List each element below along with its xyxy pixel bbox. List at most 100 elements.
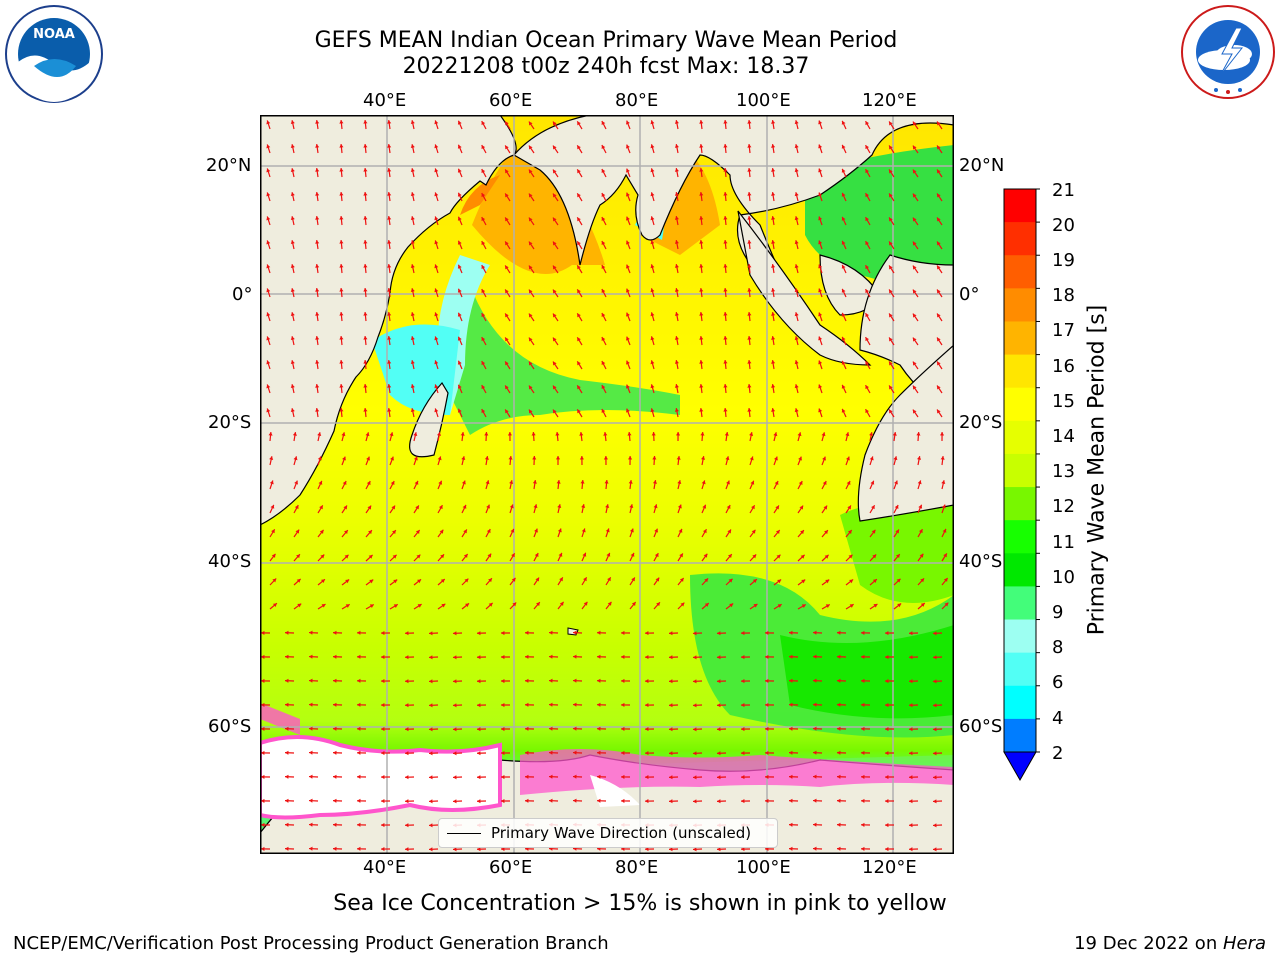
wave-direction-arrowhead xyxy=(799,505,804,510)
wave-direction-arrowhead xyxy=(631,601,636,606)
wave-direction-arrowhead xyxy=(841,192,846,197)
wave-direction-arrowhead xyxy=(434,336,439,341)
wave-direction-arrowhead xyxy=(315,216,320,220)
wave-direction-arrowhead xyxy=(749,456,754,461)
wave-direction-arrowhead xyxy=(912,337,917,342)
wave-direction-arrowhead xyxy=(771,120,776,124)
wave-direction-arrowhead xyxy=(597,702,601,707)
wave-direction-arrowhead xyxy=(895,529,899,534)
wave-direction-arrowhead xyxy=(357,630,361,635)
wave-direction-arrowhead xyxy=(723,120,728,124)
wave-direction-arrowhead xyxy=(937,385,941,390)
wave-direction-arrowhead xyxy=(669,679,673,684)
wave-direction-arrowhead xyxy=(933,727,937,732)
wave-direction-arrowhead xyxy=(741,631,745,636)
wave-direction-arrowhead xyxy=(794,288,799,293)
lat-label-left-60s: 60°S xyxy=(208,716,252,737)
wave-direction-arrowhead xyxy=(290,240,295,244)
wave-direction-arrowhead xyxy=(597,678,601,683)
wave-direction-arrowhead xyxy=(363,144,368,148)
wave-direction-arrowhead xyxy=(943,553,947,558)
wave-direction-arrowhead xyxy=(841,240,846,245)
wave-direction-arrowhead xyxy=(626,168,630,173)
wave-direction-arrowhead xyxy=(339,216,344,220)
wave-direction-arrowhead xyxy=(457,312,462,317)
wave-direction-arrowhead xyxy=(933,655,937,660)
wave-direction-arrowhead xyxy=(917,456,922,460)
wave-direction-arrowhead xyxy=(723,360,728,364)
wave-direction-arrowhead xyxy=(573,678,577,683)
colorbar-tick-16: 16 xyxy=(1052,356,1075,377)
wave-direction-arrowhead xyxy=(813,798,817,803)
wave-direction-arrowhead xyxy=(723,312,728,316)
wave-direction-arrowhead xyxy=(909,799,913,804)
wave-direction-arrowhead xyxy=(818,360,823,365)
wave-direction-arrowhead xyxy=(865,385,870,390)
sea-ice-west xyxy=(260,735,502,820)
wave-direction-arrowhead xyxy=(603,432,608,436)
wave-direction-arrowhead xyxy=(440,554,445,559)
wave-direction-arrowhead xyxy=(333,678,337,683)
wave-direction-arrowhead xyxy=(309,822,313,827)
wave-direction-arrowhead xyxy=(621,678,625,684)
wave-direction-arrowhead xyxy=(457,360,462,365)
wave-direction-arrowhead xyxy=(365,432,370,437)
wave-direction-arrowhead xyxy=(266,192,271,197)
wave-direction-arrowhead xyxy=(885,702,889,708)
wave-direction-arrowhead xyxy=(528,337,533,342)
wave-direction-arrowhead xyxy=(794,192,799,197)
wave-direction-arrowhead xyxy=(765,774,769,779)
wave-direction-arrowhead xyxy=(865,337,870,342)
wave-direction-arrowhead xyxy=(290,120,295,124)
wave-direction-arrowhead xyxy=(357,654,361,659)
colorbar-tick-14: 14 xyxy=(1052,426,1075,447)
wave-direction-arrowhead xyxy=(333,798,337,803)
wave-direction-arrowhead xyxy=(621,702,625,708)
wave-direction-arrowhead xyxy=(339,336,344,340)
wave-direction-arrowhead xyxy=(699,216,704,220)
wave-direction-arrowhead xyxy=(577,169,581,174)
colorbar-cell xyxy=(1004,553,1036,587)
wave-direction-arrowhead xyxy=(261,750,265,755)
wave-direction-arrowhead xyxy=(726,505,731,509)
wave-direction-arrowhead xyxy=(266,312,271,317)
wave-direction-arrowhead xyxy=(680,602,685,607)
wave-direction-arrowhead xyxy=(861,702,865,707)
wave-direction-arrowhead xyxy=(645,751,649,756)
wave-direction-arrowhead xyxy=(333,726,337,731)
wave-direction-arrowhead xyxy=(410,288,415,292)
colorbar-cell xyxy=(1004,718,1036,753)
wave-direction-arrowhead xyxy=(765,798,769,803)
wave-direction-arrowhead xyxy=(318,480,323,485)
wave-direction-arrowhead xyxy=(669,799,673,804)
wave-direction-arrowhead xyxy=(601,144,606,149)
wave-direction-arrowhead xyxy=(669,655,673,660)
lat-label-left-20s: 20°S xyxy=(208,412,252,433)
wave-direction-arrowhead xyxy=(320,554,325,559)
wave-direction-arrowhead xyxy=(818,144,823,149)
wave-direction-arrowhead xyxy=(909,751,913,756)
wave-direction-arrowhead xyxy=(552,289,557,294)
wave-direction-arrowhead xyxy=(885,678,889,684)
wave-direction-arrowhead xyxy=(651,432,656,436)
wave-direction-arrowhead xyxy=(841,264,846,269)
wave-direction-arrowhead xyxy=(771,264,776,268)
wave-direction-arrowhead xyxy=(873,603,878,608)
wave-direction-arrowhead xyxy=(261,726,265,731)
wave-direction-arrowhead xyxy=(457,120,462,125)
wave-direction-arrowhead xyxy=(700,432,705,436)
wave-direction-arrowhead xyxy=(552,145,557,150)
wave-direction-arrowhead xyxy=(703,553,708,558)
colorbar-tick-12: 12 xyxy=(1052,496,1075,517)
wave-direction-arrowhead xyxy=(339,240,344,244)
wave-direction-arrowhead xyxy=(532,480,537,484)
wave-direction-arrowhead xyxy=(501,750,505,756)
wave-direction-arrowhead xyxy=(481,169,486,174)
wave-direction-arrowhead xyxy=(861,798,865,803)
wave-direction-arrowhead xyxy=(654,553,659,558)
wave-direction-arrowhead xyxy=(549,798,553,803)
wave-direction-arrowhead xyxy=(656,602,660,607)
title-line-1: GEFS MEAN Indian Ocean Primary Wave Mean… xyxy=(314,28,898,53)
wave-direction-arrowhead xyxy=(266,168,271,173)
lat-label-right-20s: 20°S xyxy=(959,412,1003,433)
